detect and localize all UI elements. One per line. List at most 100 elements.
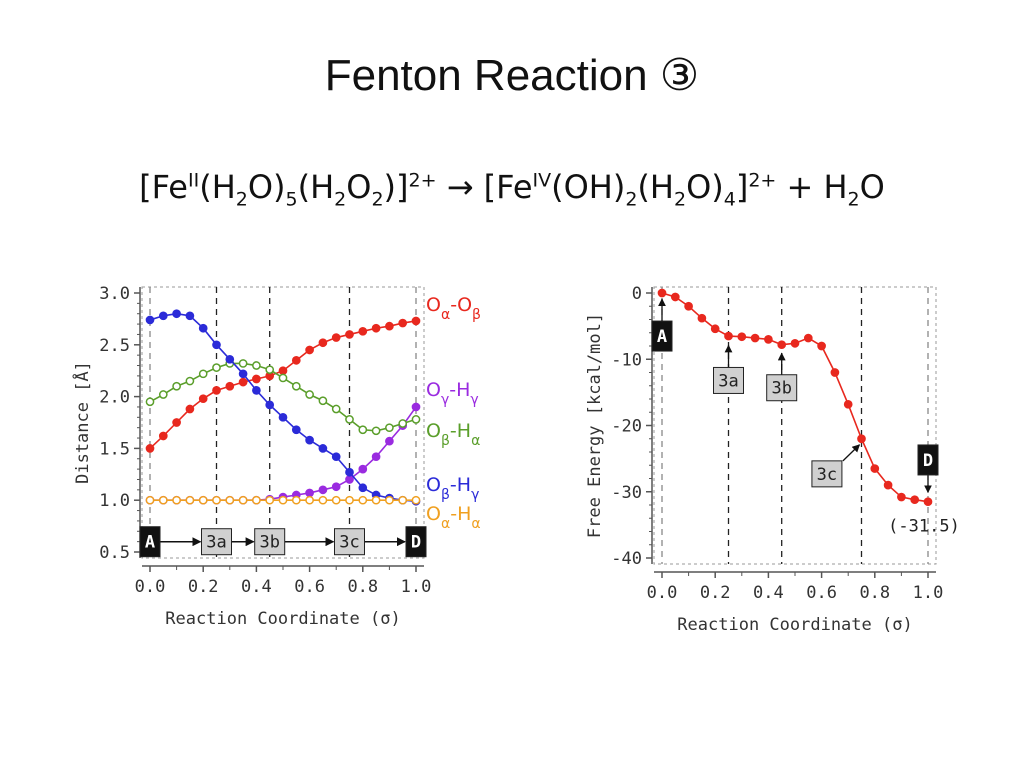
legend-entry: Oα-Oβ [426, 294, 481, 323]
data-point [318, 396, 328, 406]
y-tick-label: 2.5 [99, 336, 130, 356]
y-tick-label: 0.5 [99, 543, 130, 563]
stage-label-3c-box [811, 460, 843, 488]
y-tick-label: -30 [611, 483, 642, 503]
data-point [345, 415, 354, 424]
y-tick-label: 1.0 [99, 491, 130, 511]
data-point [158, 431, 168, 441]
y-tick-label: 1.5 [99, 439, 130, 459]
x-tick-label: 0.8 [859, 583, 890, 603]
data-point [318, 338, 328, 348]
data-point [345, 330, 354, 339]
slide-title: Fenton Reaction ③ [324, 51, 700, 100]
data-point [385, 423, 394, 433]
stage-label-D: D [411, 533, 421, 553]
stage-label-3a-box [713, 366, 744, 394]
data-point [198, 369, 208, 379]
data-point [305, 435, 314, 445]
data-point [225, 354, 235, 364]
data-point [411, 402, 421, 412]
free-energy-chart: 0 -10 -20 -30 -400.0 0.2 0.4 0.6 0.8 1.0Reaction … [585, 284, 960, 635]
data-point [145, 315, 155, 325]
data-point [145, 397, 155, 407]
x-axis-label: Reaction Coordinate (σ) [677, 615, 912, 635]
x-tick-label: 0.8 [347, 577, 378, 597]
data-point [411, 415, 421, 424]
data-point [252, 495, 261, 505]
data-point [185, 376, 195, 386]
data-point [291, 425, 301, 435]
data-point [385, 495, 394, 505]
x-tick-label: 0.4 [241, 577, 272, 597]
legend-entry: Oβ-Hγ [426, 474, 479, 503]
data-point [684, 301, 693, 311]
stage-label-D: D [923, 451, 933, 471]
y-tick-label: -20 [611, 417, 642, 437]
data-point [764, 335, 773, 344]
data-point [238, 369, 248, 379]
stage-label-3b: 3b [771, 379, 791, 399]
data-point [198, 323, 208, 333]
data-point [212, 363, 221, 372]
data-point [291, 495, 301, 505]
stage-label-3c-box [334, 528, 365, 556]
stage-label-3b-box [766, 374, 798, 402]
x-tick-label: 0.2 [188, 577, 219, 597]
data-point [252, 361, 261, 370]
data-point [371, 323, 381, 333]
legend-entry: Oγ-Hγ [426, 379, 479, 408]
data-point [657, 288, 667, 298]
stage-label-3c: 3c [339, 533, 359, 553]
x-axis-label: Reaction Coordinate (σ) [165, 609, 400, 629]
data-point [331, 482, 341, 492]
data-point [803, 333, 813, 343]
distance-chart: 0.51.01.52.02.53.00.0 0.2 0.4 0.6 0.8 1.0Reac… [71, 284, 481, 629]
reaction-arrow: → [436, 168, 484, 206]
data-point [172, 309, 181, 319]
data-point [345, 467, 354, 477]
data-point [238, 359, 248, 368]
data-point [358, 483, 368, 493]
data-point [185, 495, 195, 505]
stage-label-3c: 3c [817, 465, 837, 485]
plot-frame [141, 286, 425, 559]
data-point [910, 495, 920, 505]
data-point [843, 399, 853, 409]
data-point [790, 339, 800, 348]
annotation-arrow [842, 444, 861, 462]
data-point [145, 495, 155, 505]
data-point [305, 390, 314, 399]
data-point [278, 373, 288, 383]
data-point [305, 495, 314, 505]
x-tick-label: 1.0 [401, 577, 432, 597]
data-point [265, 495, 275, 505]
data-point [398, 419, 408, 428]
data-point [252, 386, 261, 395]
x-tick-label: 0.4 [753, 583, 784, 603]
data-point [697, 313, 707, 323]
data-point [238, 495, 248, 505]
data-point [750, 333, 760, 343]
y-tick-label: 0 [632, 284, 642, 304]
x-tick-label: 0.6 [806, 583, 837, 603]
y-tick-label: -40 [611, 549, 642, 569]
data-point [278, 412, 288, 422]
data-point [385, 436, 394, 446]
data-point [710, 324, 720, 334]
stage-label-A-box [139, 526, 161, 558]
x-tick-label: 0.6 [294, 577, 325, 597]
data-point [225, 381, 235, 391]
data-point [198, 394, 208, 404]
data-point [345, 495, 354, 505]
data-point [817, 341, 826, 351]
stage-label-D-box [405, 526, 427, 558]
legend-entry: Oα-Hα [426, 503, 481, 532]
data-point [265, 365, 275, 375]
data-point [923, 497, 933, 507]
data-point [318, 495, 328, 505]
data-point [398, 495, 408, 505]
data-point [371, 426, 381, 436]
data-point [185, 404, 195, 414]
data-point [331, 495, 341, 505]
